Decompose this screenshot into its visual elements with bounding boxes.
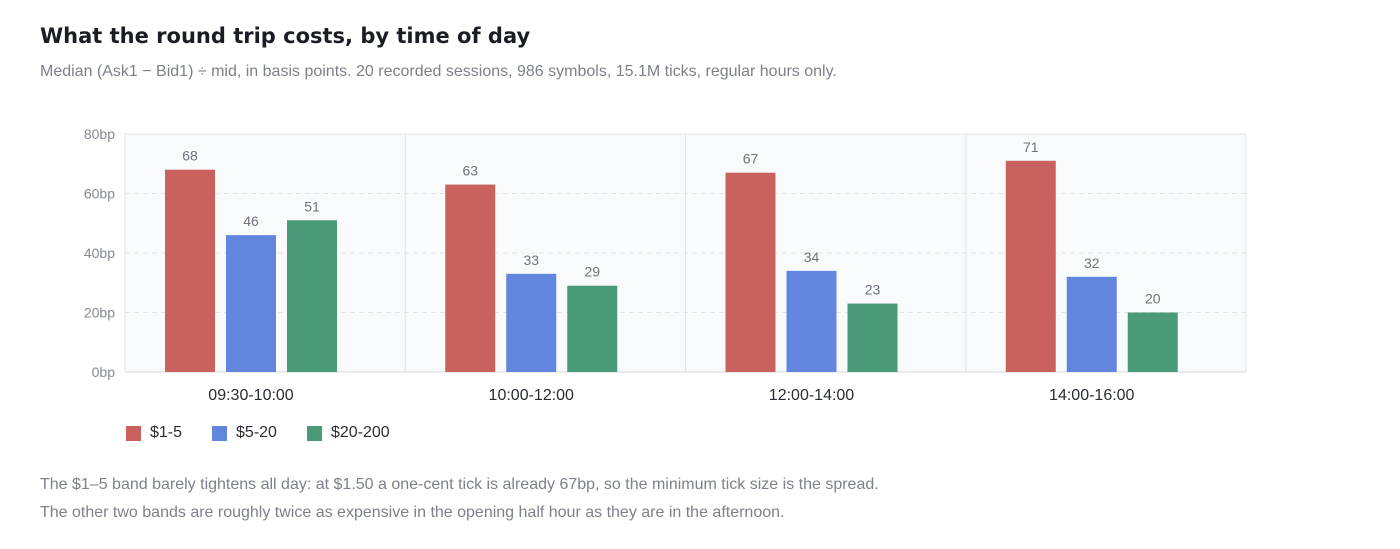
bar (567, 285, 618, 372)
data-label: 63 (462, 163, 478, 179)
note-1: The $1–5 band barely tightens all day: a… (40, 476, 879, 493)
bar-chart: 0bp 20bp 40bp 60bp 80bp 68 46 51 09:30-10:00 63 33… (84, 126, 1247, 404)
legend-label-3: $20-200 (330, 424, 390, 441)
data-label: 51 (304, 198, 320, 214)
bar (165, 169, 215, 372)
bar (1066, 276, 1117, 372)
data-label: 20 (1145, 291, 1161, 307)
legend-item-3: $20-200 (306, 424, 390, 442)
x-tick-label: 14:00-16:00 (1049, 387, 1135, 404)
data-label: 68 (182, 148, 198, 164)
legend-swatch-3 (306, 425, 322, 441)
data-label: 23 (865, 282, 881, 298)
x-tick-label: 12:00-14:00 (769, 387, 855, 404)
data-label: 29 (584, 264, 600, 280)
y-tick-label: 20bp (84, 305, 115, 321)
chart-title: What the round trip costs, by time of da… (40, 24, 531, 48)
data-label: 34 (804, 249, 820, 265)
legend: $1-5 $5-20 $20-200 (126, 424, 390, 442)
legend-item-1: $1-5 (126, 424, 182, 442)
y-tick-label: 40bp (84, 245, 115, 261)
data-label: 33 (523, 252, 539, 268)
y-tick-label: 80bp (84, 126, 115, 142)
x-tick-label: 10:00-12:00 (489, 387, 575, 404)
data-label: 67 (743, 151, 759, 167)
bar (506, 273, 557, 372)
y-tick-label: 0bp (92, 364, 116, 380)
legend-label-2: $5-20 (236, 424, 277, 441)
bar (226, 235, 276, 372)
data-label: 71 (1023, 139, 1039, 155)
bar (725, 172, 776, 372)
chart-subtitle: Median (Ask1 − Bid1) ÷ mid, in basis poi… (40, 63, 837, 80)
bar (1127, 312, 1178, 372)
legend-label-1: $1-5 (150, 424, 183, 441)
bar (1005, 160, 1056, 372)
bar (847, 303, 898, 372)
chart-notes: The $1–5 band barely tightens all day: a… (40, 471, 879, 527)
bar (287, 220, 337, 372)
legend-item-2: $5-20 (212, 424, 277, 442)
x-tick-label: 09:30-10:00 (208, 387, 294, 404)
data-label: 32 (1084, 255, 1100, 271)
note-2: The other two bands are roughly twice as… (40, 504, 785, 521)
bar (786, 270, 837, 372)
y-tick-label: 60bp (84, 186, 115, 202)
legend-swatch-1 (126, 425, 141, 441)
legend-swatch-2 (212, 425, 228, 441)
data-label: 46 (243, 213, 259, 229)
bar (445, 184, 496, 372)
